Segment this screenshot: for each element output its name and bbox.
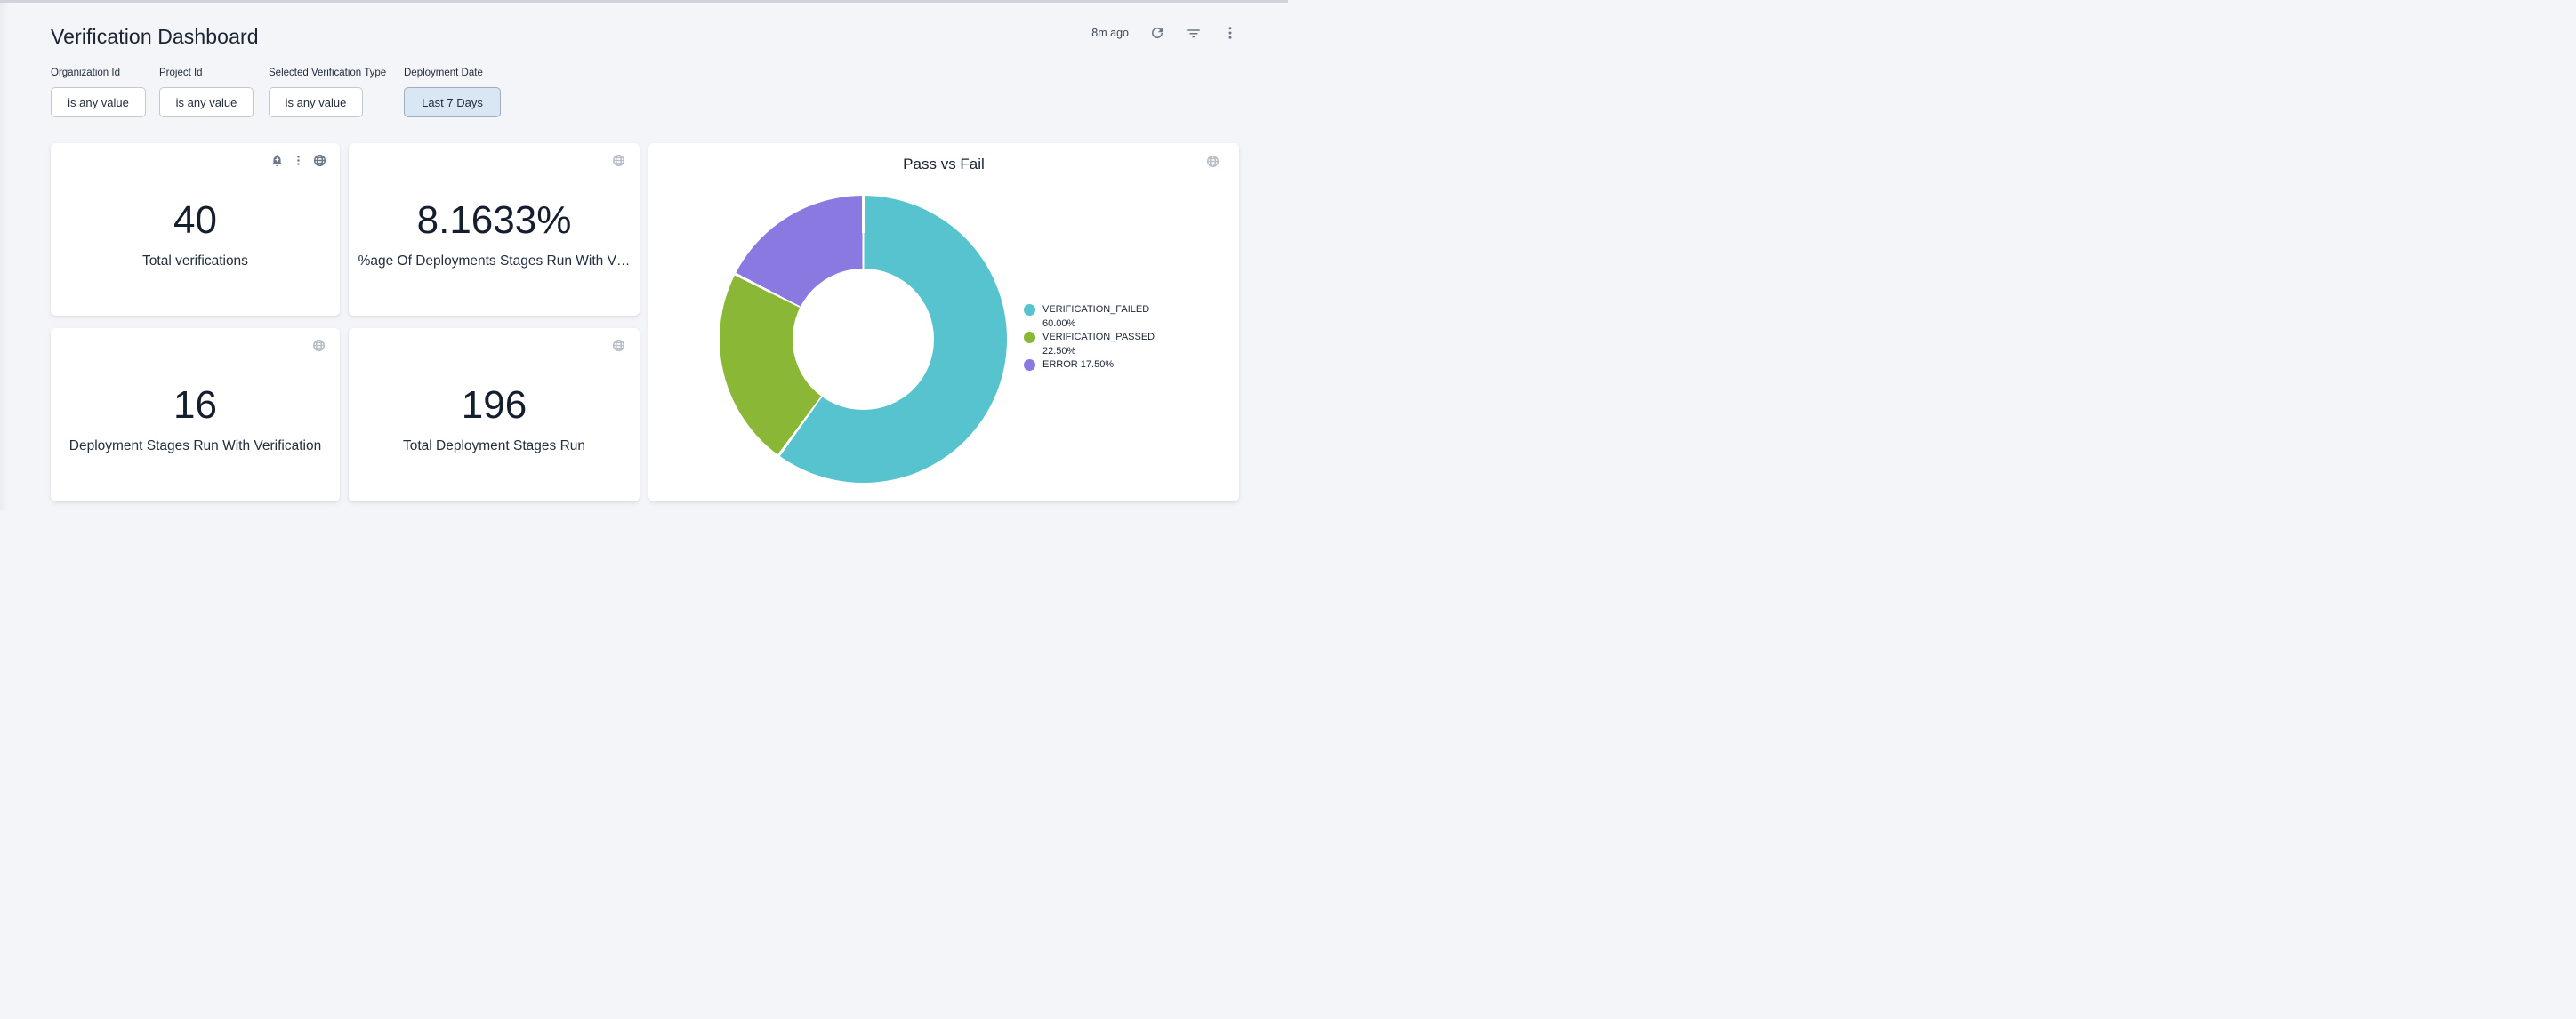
globe-icon[interactable] <box>313 154 326 172</box>
refresh-icon[interactable] <box>1149 25 1165 41</box>
header-controls: 8m ago <box>1091 25 1238 41</box>
left-edge-shade <box>0 3 9 509</box>
globe-icon[interactable] <box>312 339 326 352</box>
page-title: Verification Dashboard <box>51 25 259 48</box>
kpi-value: 8.1633% <box>416 198 572 242</box>
alert-bell-add-icon[interactable] <box>270 154 284 172</box>
kpi-value: 16 <box>173 383 217 427</box>
filter-value-button[interactable]: is any value <box>269 87 363 117</box>
donut-chart[interactable] <box>720 196 1007 483</box>
filter-value-button[interactable]: Last 7 Days <box>404 87 501 117</box>
filter-label: Organization Id <box>51 68 120 78</box>
top-border-strip <box>0 0 1288 3</box>
kpi-label: Total Deployment Stages Run <box>402 438 586 453</box>
filter-label: Project Id <box>159 68 203 78</box>
tile-action-icons <box>270 154 326 172</box>
filter-organization-id: Organization Id is any value <box>51 68 146 117</box>
filter-list-icon[interactable] <box>1186 25 1202 41</box>
kebab-menu-icon[interactable] <box>293 155 304 171</box>
legend-dot <box>1024 359 1035 371</box>
legend-item[interactable]: VERIFICATION_PASSED 22.50% <box>1024 331 1178 358</box>
legend-item[interactable]: ERROR 17.50% <box>1024 358 1178 373</box>
legend-label: ERROR 17.50% <box>1042 359 1115 370</box>
kpi-card-stages-run-with-verification: 16 Deployment Stages Run With Verificati… <box>51 328 340 501</box>
kpi-card-total-verifications: 40 Total verifications <box>51 143 340 316</box>
legend-label: VERIFICATION_PASSED 22.50% <box>1042 332 1155 357</box>
pass-vs-fail-chart-card: Pass vs Fail VERIFICATION_FAILED 60.00% … <box>648 143 1239 501</box>
legend-item[interactable]: VERIFICATION_FAILED 60.00% <box>1024 303 1178 331</box>
kpi-label: Deployment Stages Run With Verification <box>68 438 322 453</box>
filter-project-id: Project Id is any value <box>159 68 254 117</box>
filter-value-button[interactable]: is any value <box>159 87 254 117</box>
last-refresh-timestamp: 8m ago <box>1091 27 1129 39</box>
filter-label: Selected Verification Type <box>269 68 387 78</box>
filter-selected-verification-type: Selected Verification Type is any value <box>269 68 386 117</box>
filter-label: Deployment Date <box>404 68 483 78</box>
kpi-label: %age Of Deployments Stages Run With V… <box>358 253 631 269</box>
globe-icon[interactable] <box>612 154 625 167</box>
kpi-value: 196 <box>461 383 527 427</box>
legend-dot <box>1024 304 1035 316</box>
verification-dashboard-page: { "header": { "title": "Verification Das… <box>0 0 1288 509</box>
chart-title: Pass vs Fail <box>903 156 985 173</box>
kpi-card-total-stages-run: 196 Total Deployment Stages Run <box>349 328 640 501</box>
kpi-value: 40 <box>173 198 217 242</box>
filter-value-button[interactable]: is any value <box>51 87 146 117</box>
filter-deployment-date: Deployment Date Last 7 Days <box>404 68 501 117</box>
kebab-menu-icon[interactable] <box>1222 25 1238 41</box>
kpi-card-percentage-stages-with-verification: 8.1633% %age Of Deployments Stages Run W… <box>349 143 640 316</box>
legend-label: VERIFICATION_FAILED 60.00% <box>1042 304 1150 329</box>
chart-legend: VERIFICATION_FAILED 60.00% VERIFICATION_… <box>1024 303 1178 373</box>
globe-icon[interactable] <box>1206 155 1220 168</box>
kpi-label: Total verifications <box>142 253 248 269</box>
globe-icon[interactable] <box>612 339 625 352</box>
legend-dot <box>1024 332 1035 343</box>
